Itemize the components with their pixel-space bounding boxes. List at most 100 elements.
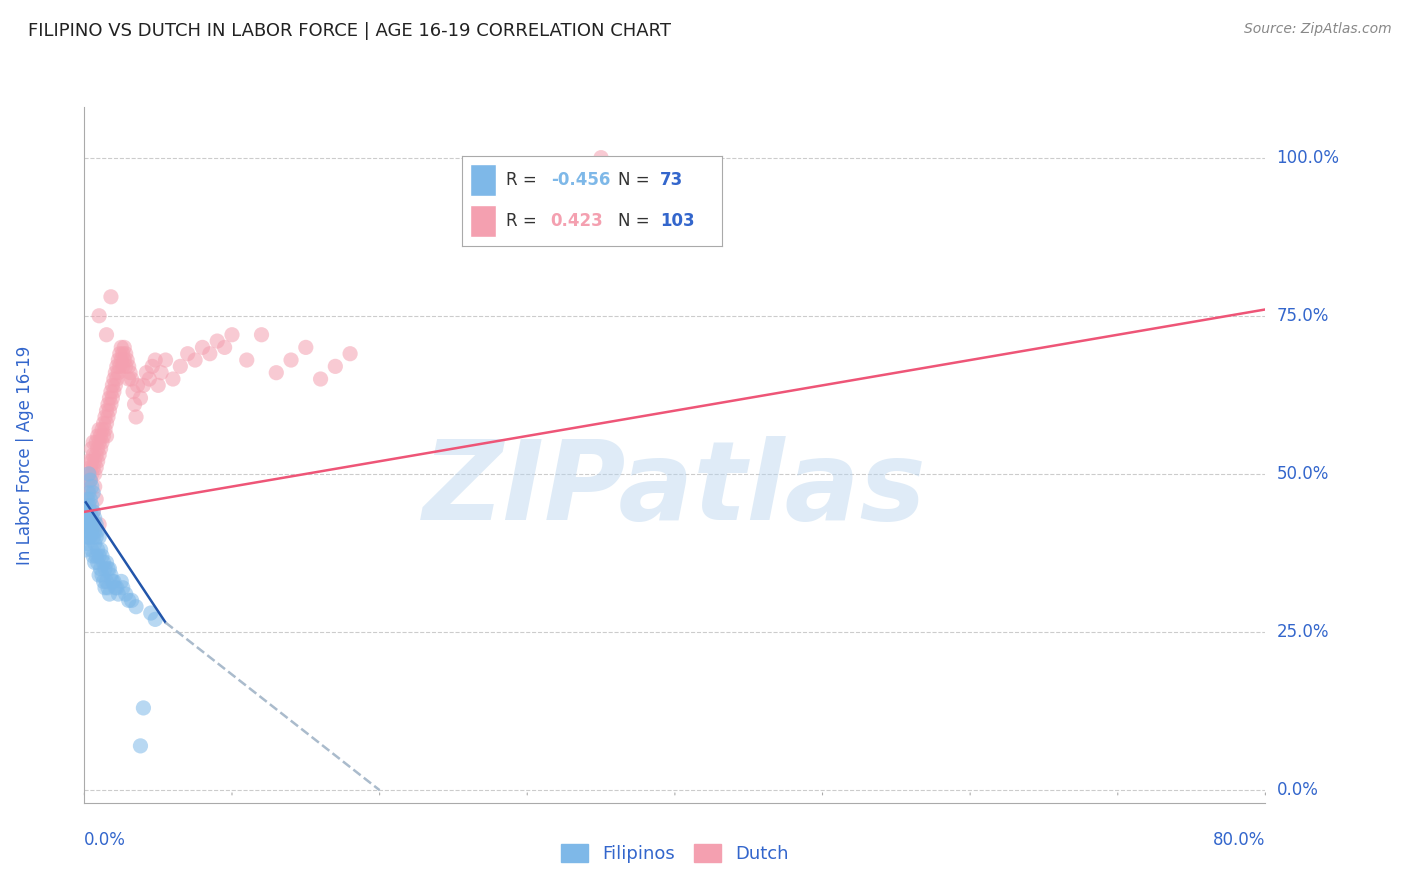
Point — [86, 542, 108, 557]
Point — [214, 340, 236, 354]
Point — [93, 417, 115, 431]
Point — [141, 359, 163, 374]
Bar — [470, 164, 496, 196]
Point — [139, 606, 162, 620]
Point — [80, 511, 103, 525]
Text: Source: ZipAtlas.com: Source: ZipAtlas.com — [1244, 22, 1392, 37]
Point — [111, 581, 134, 595]
Text: R =: R = — [506, 212, 543, 230]
Point — [83, 524, 105, 538]
Point — [77, 517, 100, 532]
Point — [86, 429, 108, 443]
Point — [91, 435, 114, 450]
Text: 0.423: 0.423 — [551, 212, 603, 230]
Point — [82, 435, 104, 450]
Point — [80, 524, 103, 538]
Point — [339, 347, 361, 361]
Text: 25.0%: 25.0% — [1277, 623, 1329, 641]
Point — [80, 542, 103, 557]
Point — [112, 353, 135, 368]
Point — [104, 366, 127, 380]
Point — [75, 505, 97, 519]
Point — [84, 549, 107, 563]
Point — [143, 353, 166, 368]
Point — [323, 359, 347, 374]
Point — [79, 530, 101, 544]
Point — [80, 499, 103, 513]
Point — [82, 530, 104, 544]
Point — [82, 448, 104, 462]
Point — [90, 562, 112, 576]
Point — [87, 309, 111, 323]
Point — [198, 347, 221, 361]
Point — [120, 366, 142, 380]
Bar — [470, 204, 496, 237]
Point — [107, 587, 129, 601]
Point — [76, 536, 98, 550]
Point — [103, 384, 125, 399]
Point — [125, 599, 148, 614]
Point — [94, 409, 117, 424]
Point — [150, 366, 173, 380]
Text: N =: N = — [619, 212, 655, 230]
Point — [96, 429, 118, 443]
Point — [75, 492, 97, 507]
Point — [205, 334, 228, 348]
Point — [84, 435, 107, 450]
Point — [84, 460, 107, 475]
Point — [118, 372, 141, 386]
Point — [105, 372, 128, 386]
Point — [77, 454, 100, 468]
Point — [97, 562, 120, 576]
Point — [309, 372, 332, 386]
Point — [108, 347, 131, 361]
Point — [75, 530, 97, 544]
Point — [107, 353, 129, 368]
Point — [486, 157, 509, 171]
Point — [83, 536, 105, 550]
Point — [108, 359, 131, 374]
Point — [75, 542, 97, 557]
Point — [83, 454, 105, 468]
Point — [82, 505, 104, 519]
Point — [77, 511, 100, 525]
Point — [264, 366, 288, 380]
Point — [121, 372, 143, 386]
Point — [76, 524, 98, 538]
Point — [114, 359, 136, 374]
Point — [83, 511, 105, 525]
Point — [110, 340, 132, 354]
Point — [101, 378, 124, 392]
Point — [100, 397, 122, 411]
Point — [121, 593, 143, 607]
Point — [110, 574, 132, 589]
Point — [80, 454, 103, 468]
Point — [93, 574, 115, 589]
Point — [82, 505, 104, 519]
Point — [129, 391, 152, 405]
Point — [97, 409, 120, 424]
Point — [96, 327, 118, 342]
Text: 75.0%: 75.0% — [1277, 307, 1329, 325]
Point — [114, 587, 136, 601]
Point — [129, 739, 152, 753]
Text: ZIPatlas: ZIPatlas — [423, 436, 927, 543]
Point — [77, 467, 100, 481]
Point — [96, 556, 118, 570]
Point — [110, 353, 132, 368]
Point — [122, 384, 145, 399]
Point — [111, 347, 134, 361]
Point — [82, 517, 104, 532]
Point — [148, 378, 170, 392]
Point — [221, 327, 243, 342]
Point — [169, 359, 191, 374]
Point — [96, 574, 118, 589]
Point — [79, 473, 101, 487]
Point — [118, 593, 141, 607]
Point — [124, 397, 146, 411]
Point — [103, 574, 125, 589]
Point — [693, 182, 716, 196]
Point — [104, 378, 127, 392]
Point — [86, 442, 108, 456]
Point — [87, 530, 111, 544]
